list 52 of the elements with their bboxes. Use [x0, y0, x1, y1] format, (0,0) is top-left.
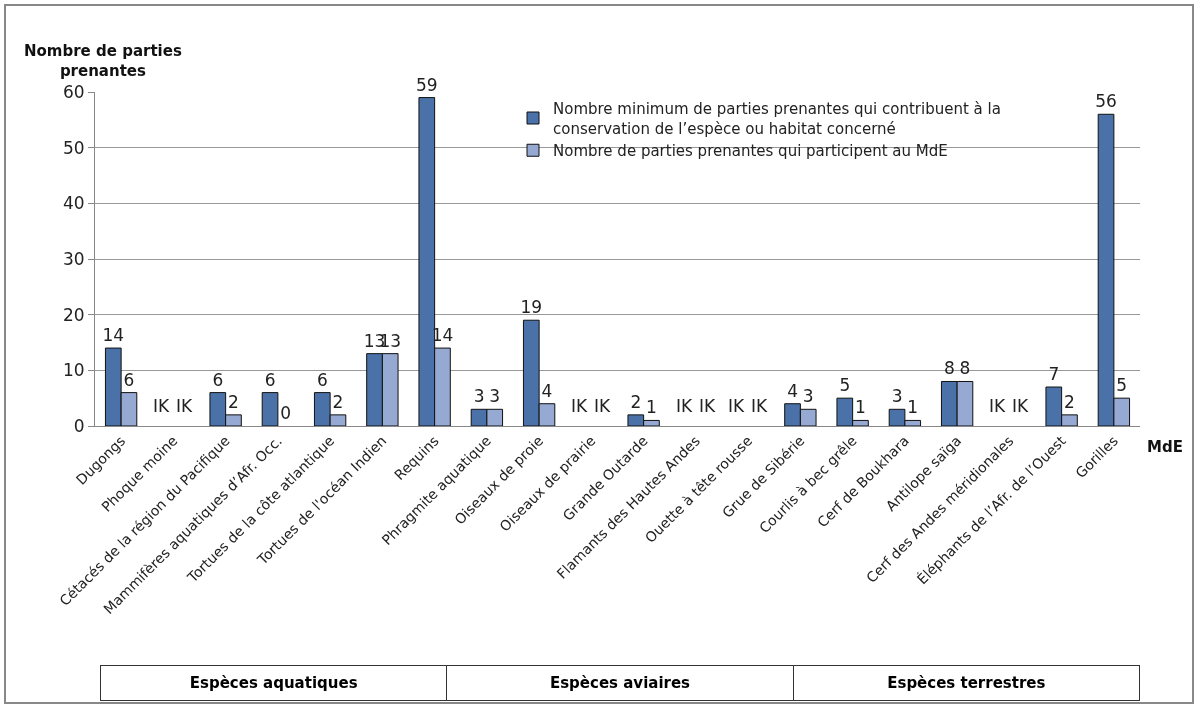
text: IK	[594, 396, 611, 416]
data-label: 8	[959, 358, 971, 379]
data-label: 19	[520, 297, 543, 318]
legend-label: Nombre minimum de parties prenantes qui contribuent à la conservation de l’espèce ou habitat concerné	[553, 100, 1001, 138]
data-label: 2	[228, 391, 239, 412]
y-tick-label: 30	[62, 248, 85, 269]
data-label: 6	[123, 369, 135, 390]
y-tick-label: 10	[62, 360, 85, 381]
y-tick-label: 20	[62, 304, 85, 325]
text: IK	[676, 396, 693, 416]
text: IK	[571, 396, 588, 416]
data-label: 6	[316, 369, 328, 390]
data-label: 4	[541, 380, 553, 401]
y-tick-label: 40	[62, 193, 85, 214]
text: IK	[153, 396, 170, 416]
data-label: 2	[630, 391, 642, 412]
text: IK	[699, 396, 716, 416]
data-label: 3	[473, 386, 485, 407]
data-label: 1	[646, 397, 657, 418]
text: IK	[751, 396, 768, 416]
text: Espèces aviaires	[447, 666, 794, 700]
y-tick-label: 0	[73, 415, 85, 436]
data-label: 2	[1064, 391, 1075, 412]
data-label: 3	[802, 386, 814, 407]
data-label: 6	[212, 369, 224, 390]
y-axis-title: Nombre de parties prenantes	[24, 42, 182, 80]
data-label: 5	[1116, 375, 1128, 396]
data-label: 8	[943, 358, 955, 379]
data-label: 4	[787, 380, 798, 401]
data-label: 56	[1095, 91, 1117, 112]
data-label: 3	[489, 386, 501, 407]
data-label: 14	[102, 325, 125, 346]
bar	[261, 392, 279, 426]
x-axis-title: MdE	[1147, 438, 1183, 456]
text: Espèces aquatiques	[101, 666, 448, 700]
text: IK	[728, 396, 745, 416]
data-label: 0	[280, 403, 292, 423]
data-label: 5	[839, 375, 851, 396]
data-label: 3	[891, 386, 903, 407]
data-label: 6	[264, 369, 276, 390]
text: IK	[1012, 396, 1029, 416]
data-label: 2	[332, 391, 344, 412]
data-label: 1	[907, 397, 919, 418]
text: Espèces terrestres	[886, 673, 1047, 694]
y-tick-label: 50	[62, 137, 85, 158]
data-label: 7	[1048, 364, 1060, 385]
data-label: 59	[415, 74, 438, 95]
data-label: 1	[855, 397, 866, 418]
text: IK	[989, 396, 1006, 416]
text: IK	[176, 396, 193, 416]
legend-label: Nombre de parties prenantes qui participent au MdE	[553, 142, 948, 161]
y-tick-label: 60	[62, 81, 85, 102]
